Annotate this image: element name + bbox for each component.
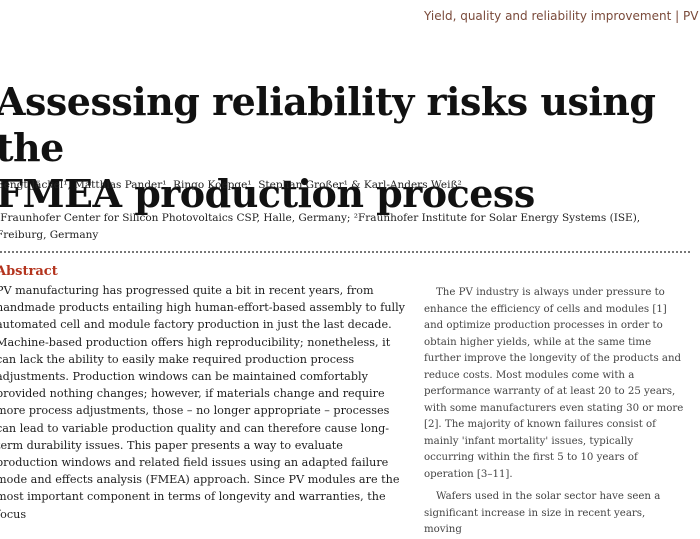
article-title: Assessing reliability risks using the FM… (0, 79, 700, 217)
dotted-divider (0, 251, 690, 253)
author-list: Bengt Jäckel¹, Matthias Pander¹, Ringo K… (0, 179, 462, 191)
title-line-2: FMEA production process (0, 171, 535, 216)
body-paragraph-1: The PV industry is always under pressure… (424, 287, 684, 480)
abstract-heading: Abstract (0, 264, 58, 279)
body-paragraph-2: Wafers used in the solar sector have see… (424, 491, 661, 535)
running-header-text: Yield, quality and reliability improveme… (424, 9, 700, 23)
affiliations: ¹Fraunhofer Center for Silicon Photovolt… (0, 212, 641, 241)
title-line-1: Assessing reliability risks using the (0, 79, 656, 170)
body-column: The PV industry is always under pressure… (424, 285, 686, 539)
running-header: Yield, quality and reliability improveme… (424, 9, 700, 23)
abstract-text: PV manufacturing has progressed quite a … (0, 284, 406, 521)
